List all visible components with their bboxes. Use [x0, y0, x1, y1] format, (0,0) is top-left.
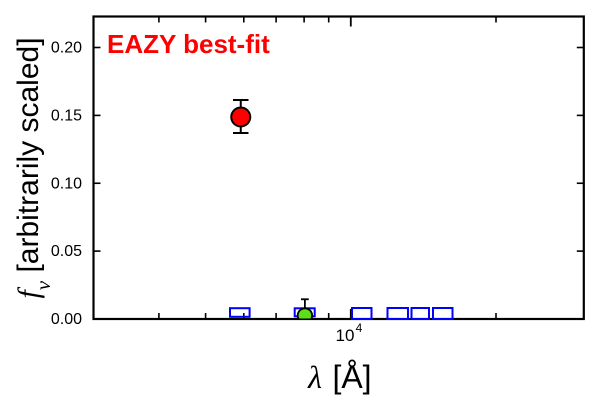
svg-text:0.05: 0.05 [51, 243, 82, 260]
svg-text:0.20: 0.20 [51, 40, 82, 57]
svg-text:[Å]: [Å] [332, 359, 371, 395]
svg-text:fν [arbitrarily scaled]: fν [arbitrarily scaled] [12, 37, 55, 298]
svg-text:0.10: 0.10 [51, 175, 82, 192]
svg-text:λ: λ [307, 359, 322, 395]
svg-text:10: 10 [336, 326, 355, 345]
svg-text:EAZY best-fit: EAZY best-fit [107, 29, 270, 59]
svg-text:0.15: 0.15 [51, 107, 82, 124]
svg-text:4: 4 [356, 321, 363, 335]
svg-text:0.00: 0.00 [51, 311, 82, 328]
